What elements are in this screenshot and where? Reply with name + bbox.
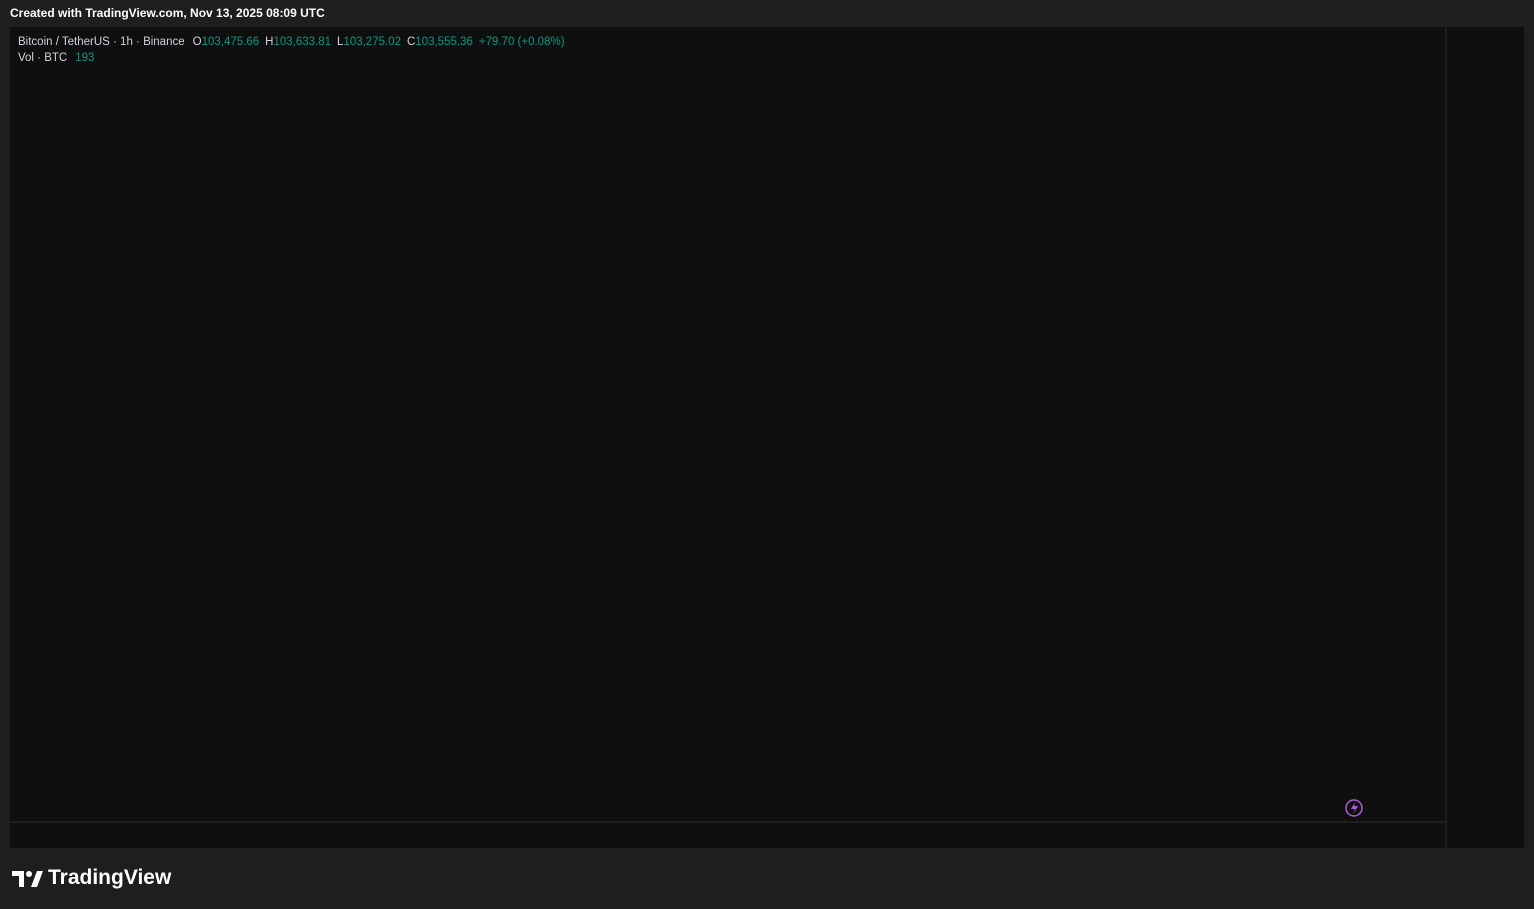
chart-background [10,27,1524,848]
legend-value: 103,475.66 [201,36,260,48]
legend-value: 103,555.36 [415,36,473,48]
watermark: Created with TradingView.com, Nov 13, 20… [10,6,325,20]
legend-value: 103,275.02 [343,36,401,48]
legend: Bitcoin / TetherUS · 1h · Binance O103,47… [18,34,571,66]
legend-key: C [406,36,416,48]
legend-key: O [192,36,202,48]
legend-key: H [265,36,274,48]
legend-value: 103,633.81 [273,36,332,48]
alert-icon[interactable] [1345,799,1363,817]
symbol: Bitcoin / TetherUS · 1h · Binance [18,36,185,48]
logo-icon [12,871,43,887]
volume-value: 193 [75,52,95,64]
volume-title: Vol · BTC [18,52,68,64]
change: +79.70 (+0.08%) [478,36,565,48]
legend-key: L [337,36,344,48]
logo: TradingView [48,866,172,889]
alert-icon [1351,802,1358,814]
